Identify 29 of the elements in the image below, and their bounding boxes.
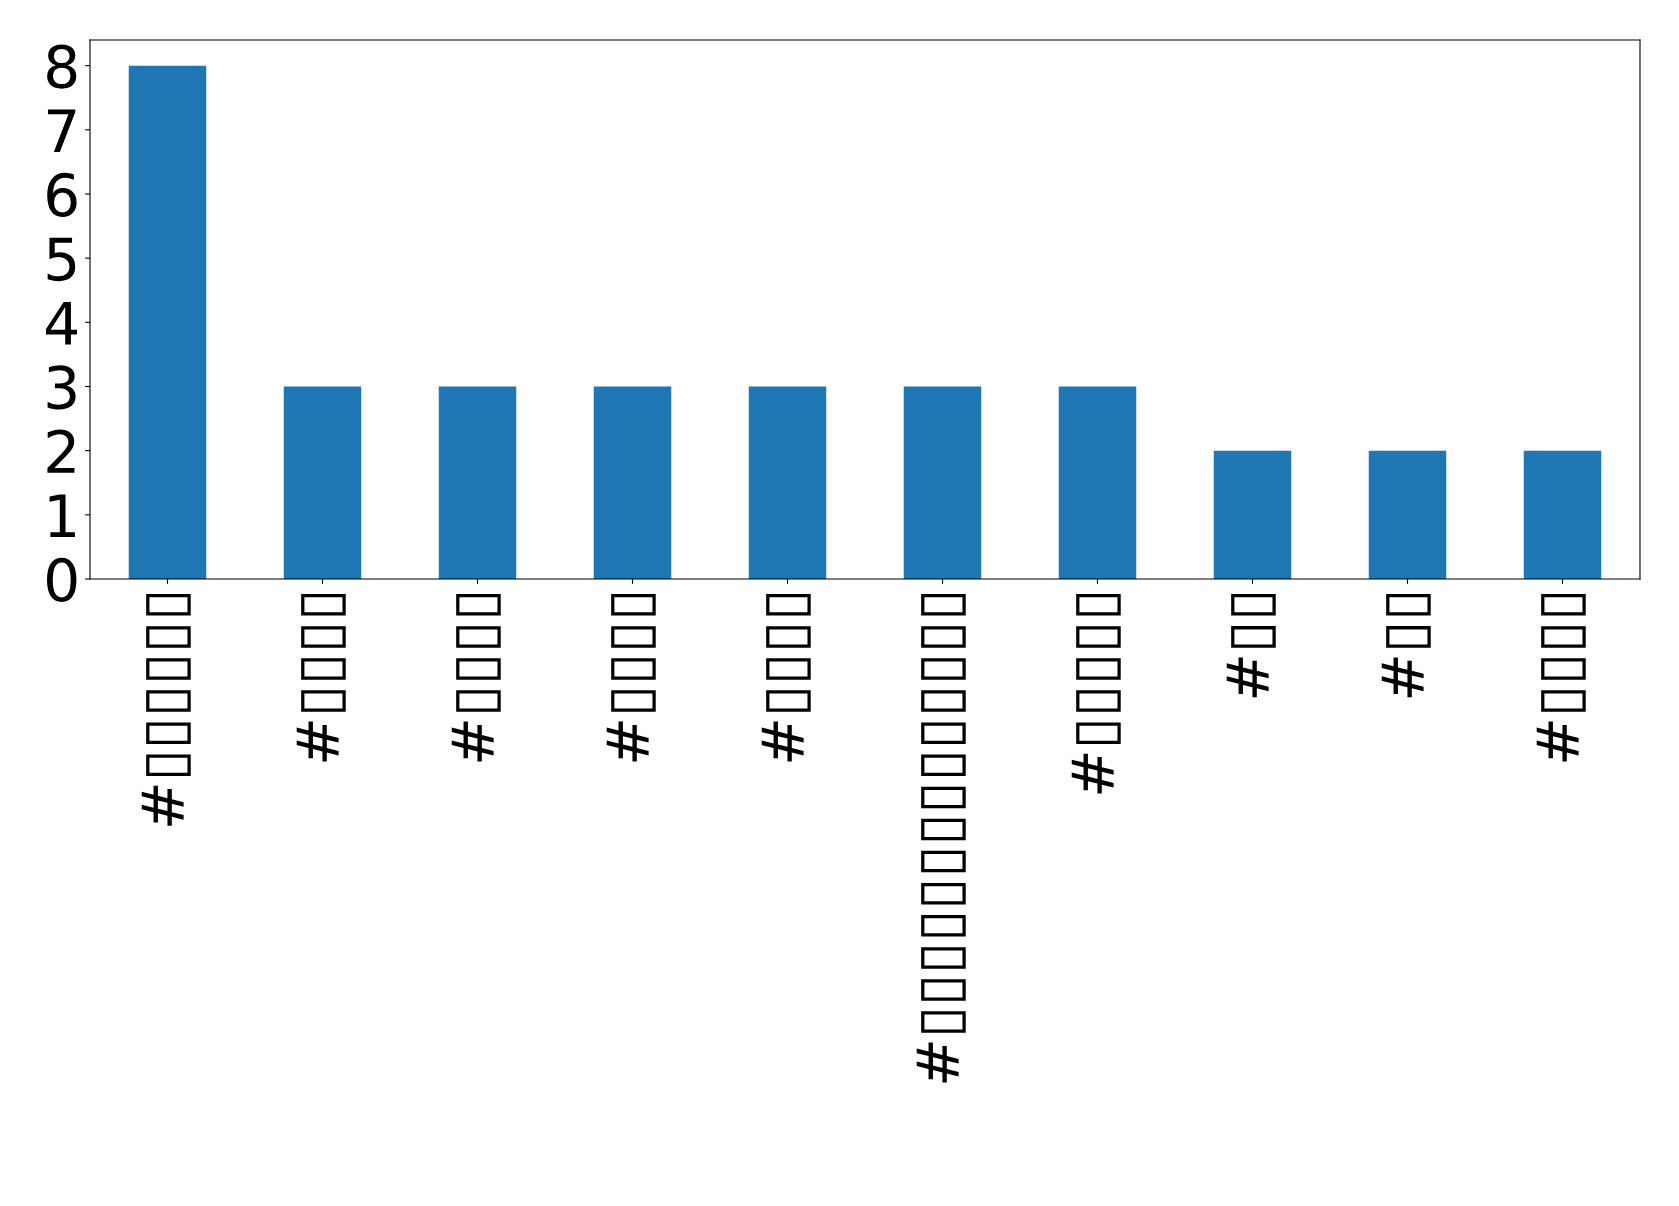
x-tick-label: #▯▯ <box>1226 594 1276 698</box>
x-tick-label: #▯▯▯▯ <box>606 594 656 762</box>
y-tick-label: 6 <box>47 172 77 217</box>
bar <box>1368 450 1447 579</box>
x-tick-label: #▯▯▯▯ <box>451 594 501 762</box>
bar <box>283 386 362 579</box>
bar <box>903 386 982 579</box>
bar <box>748 386 827 579</box>
bar <box>128 65 207 579</box>
x-tick-label: #▯▯▯▯▯ <box>1071 594 1121 794</box>
bar <box>1058 386 1137 579</box>
x-tick-label: #▯▯▯▯ <box>296 594 346 762</box>
y-tick-label: 7 <box>47 109 76 152</box>
x-tick-label: #▯▯▯▯ <box>761 594 811 762</box>
y-tick-label: 3 <box>47 365 76 410</box>
x-tick-label: #▯▯▯▯▯▯ <box>141 594 191 826</box>
bar <box>438 386 517 579</box>
bar <box>1213 450 1292 579</box>
x-tick-label: #▯▯▯▯ <box>1536 594 1586 762</box>
y-tick-label: 1 <box>49 494 75 537</box>
x-tick-label: #▯▯ <box>1381 594 1431 698</box>
y-tick-label: 8 <box>47 44 77 89</box>
y-tick-label: 4 <box>46 301 78 345</box>
y-tick-label: 2 <box>47 429 75 473</box>
x-tick-label: #▯▯▯▯▯▯▯▯▯▯▯▯▯▯ <box>916 594 966 1083</box>
bar <box>593 386 672 579</box>
y-tick-label: 5 <box>47 237 76 282</box>
bar <box>1523 450 1602 579</box>
y-tick-label: 0 <box>47 557 77 602</box>
